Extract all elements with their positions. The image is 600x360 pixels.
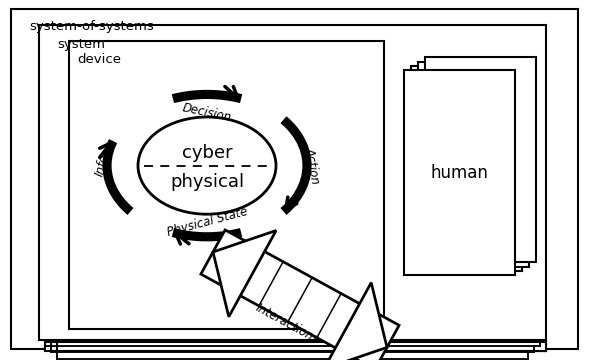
Bar [39, 25, 546, 340]
Bar [57, 342, 546, 351]
Polygon shape [324, 283, 387, 360]
Text: Info: Info [93, 153, 111, 178]
Ellipse shape [138, 117, 276, 214]
Text: system-of-systems: system-of-systems [29, 20, 154, 33]
Text: system: system [57, 38, 105, 51]
Bar [69, 41, 384, 329]
Bar [45, 342, 546, 351]
Bar [51, 342, 546, 351]
Bar [404, 70, 515, 275]
Text: human: human [430, 164, 488, 182]
Bar [425, 57, 536, 262]
Bar [411, 66, 522, 271]
Ellipse shape [112, 99, 302, 232]
Polygon shape [213, 230, 276, 317]
Text: Interactions: Interactions [253, 301, 321, 346]
Text: Action: Action [302, 146, 322, 185]
Text: cyber: cyber [182, 144, 232, 162]
Polygon shape [201, 230, 399, 360]
Text: physical: physical [170, 173, 244, 191]
Bar [418, 62, 529, 267]
Text: Physical State: Physical State [165, 205, 249, 239]
Text: Decision: Decision [181, 102, 233, 125]
Text: device: device [77, 53, 121, 66]
